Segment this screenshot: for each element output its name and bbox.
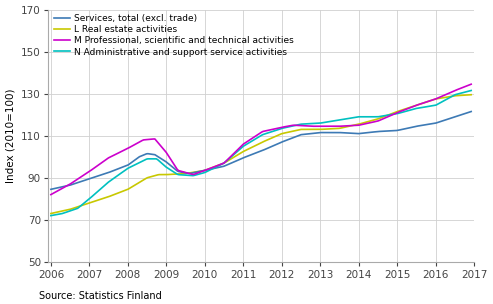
M Professional, scientific and technical activities <box>305 124 311 128</box>
L Real estate activities <box>49 211 55 215</box>
Line: M Professional, scientific and technical activities: M Professional, scientific and technical… <box>51 84 471 195</box>
M Professional, scientific and technical activities <box>49 192 55 196</box>
Services, total (excl. trade) <box>402 127 408 131</box>
N Administrative and support service activities <box>297 123 303 126</box>
M Professional, scientific and technical activities <box>48 193 54 196</box>
L Real estate activities <box>429 98 435 102</box>
Services, total (excl. trade) <box>297 133 303 137</box>
M Professional, scientific and technical activities <box>429 98 435 102</box>
M Professional, scientific and technical activities <box>297 124 303 127</box>
L Real estate activities <box>305 128 311 131</box>
N Administrative and support service activities <box>305 122 311 126</box>
L Real estate activities <box>297 128 303 132</box>
L Real estate activities <box>402 107 408 111</box>
Services, total (excl. trade) <box>429 122 435 126</box>
Text: Source: Statistics Finland: Source: Statistics Finland <box>39 291 162 301</box>
Line: Services, total (excl. trade): Services, total (excl. trade) <box>51 112 471 189</box>
Services, total (excl. trade) <box>305 132 311 136</box>
N Administrative and support service activities <box>48 214 54 217</box>
Services, total (excl. trade) <box>49 187 55 191</box>
M Professional, scientific and technical activities <box>298 124 304 127</box>
N Administrative and support service activities <box>468 89 474 92</box>
N Administrative and support service activities <box>402 110 408 113</box>
L Real estate activities <box>298 128 304 131</box>
N Administrative and support service activities <box>429 104 435 108</box>
L Real estate activities <box>48 212 54 215</box>
N Administrative and support service activities <box>49 213 55 217</box>
Legend: Services, total (excl. trade), L Real estate activities, M Professional, scienti: Services, total (excl. trade), L Real es… <box>52 12 295 58</box>
L Real estate activities <box>468 93 474 97</box>
Services, total (excl. trade) <box>48 188 54 191</box>
Services, total (excl. trade) <box>298 133 304 136</box>
M Professional, scientific and technical activities <box>402 108 408 111</box>
Services, total (excl. trade) <box>468 110 474 113</box>
M Professional, scientific and technical activities <box>468 82 474 86</box>
Y-axis label: Index (2010=100): Index (2010=100) <box>5 88 16 183</box>
N Administrative and support service activities <box>298 122 304 126</box>
Line: N Administrative and support service activities: N Administrative and support service act… <box>51 91 471 216</box>
Line: L Real estate activities: L Real estate activities <box>51 95 471 213</box>
